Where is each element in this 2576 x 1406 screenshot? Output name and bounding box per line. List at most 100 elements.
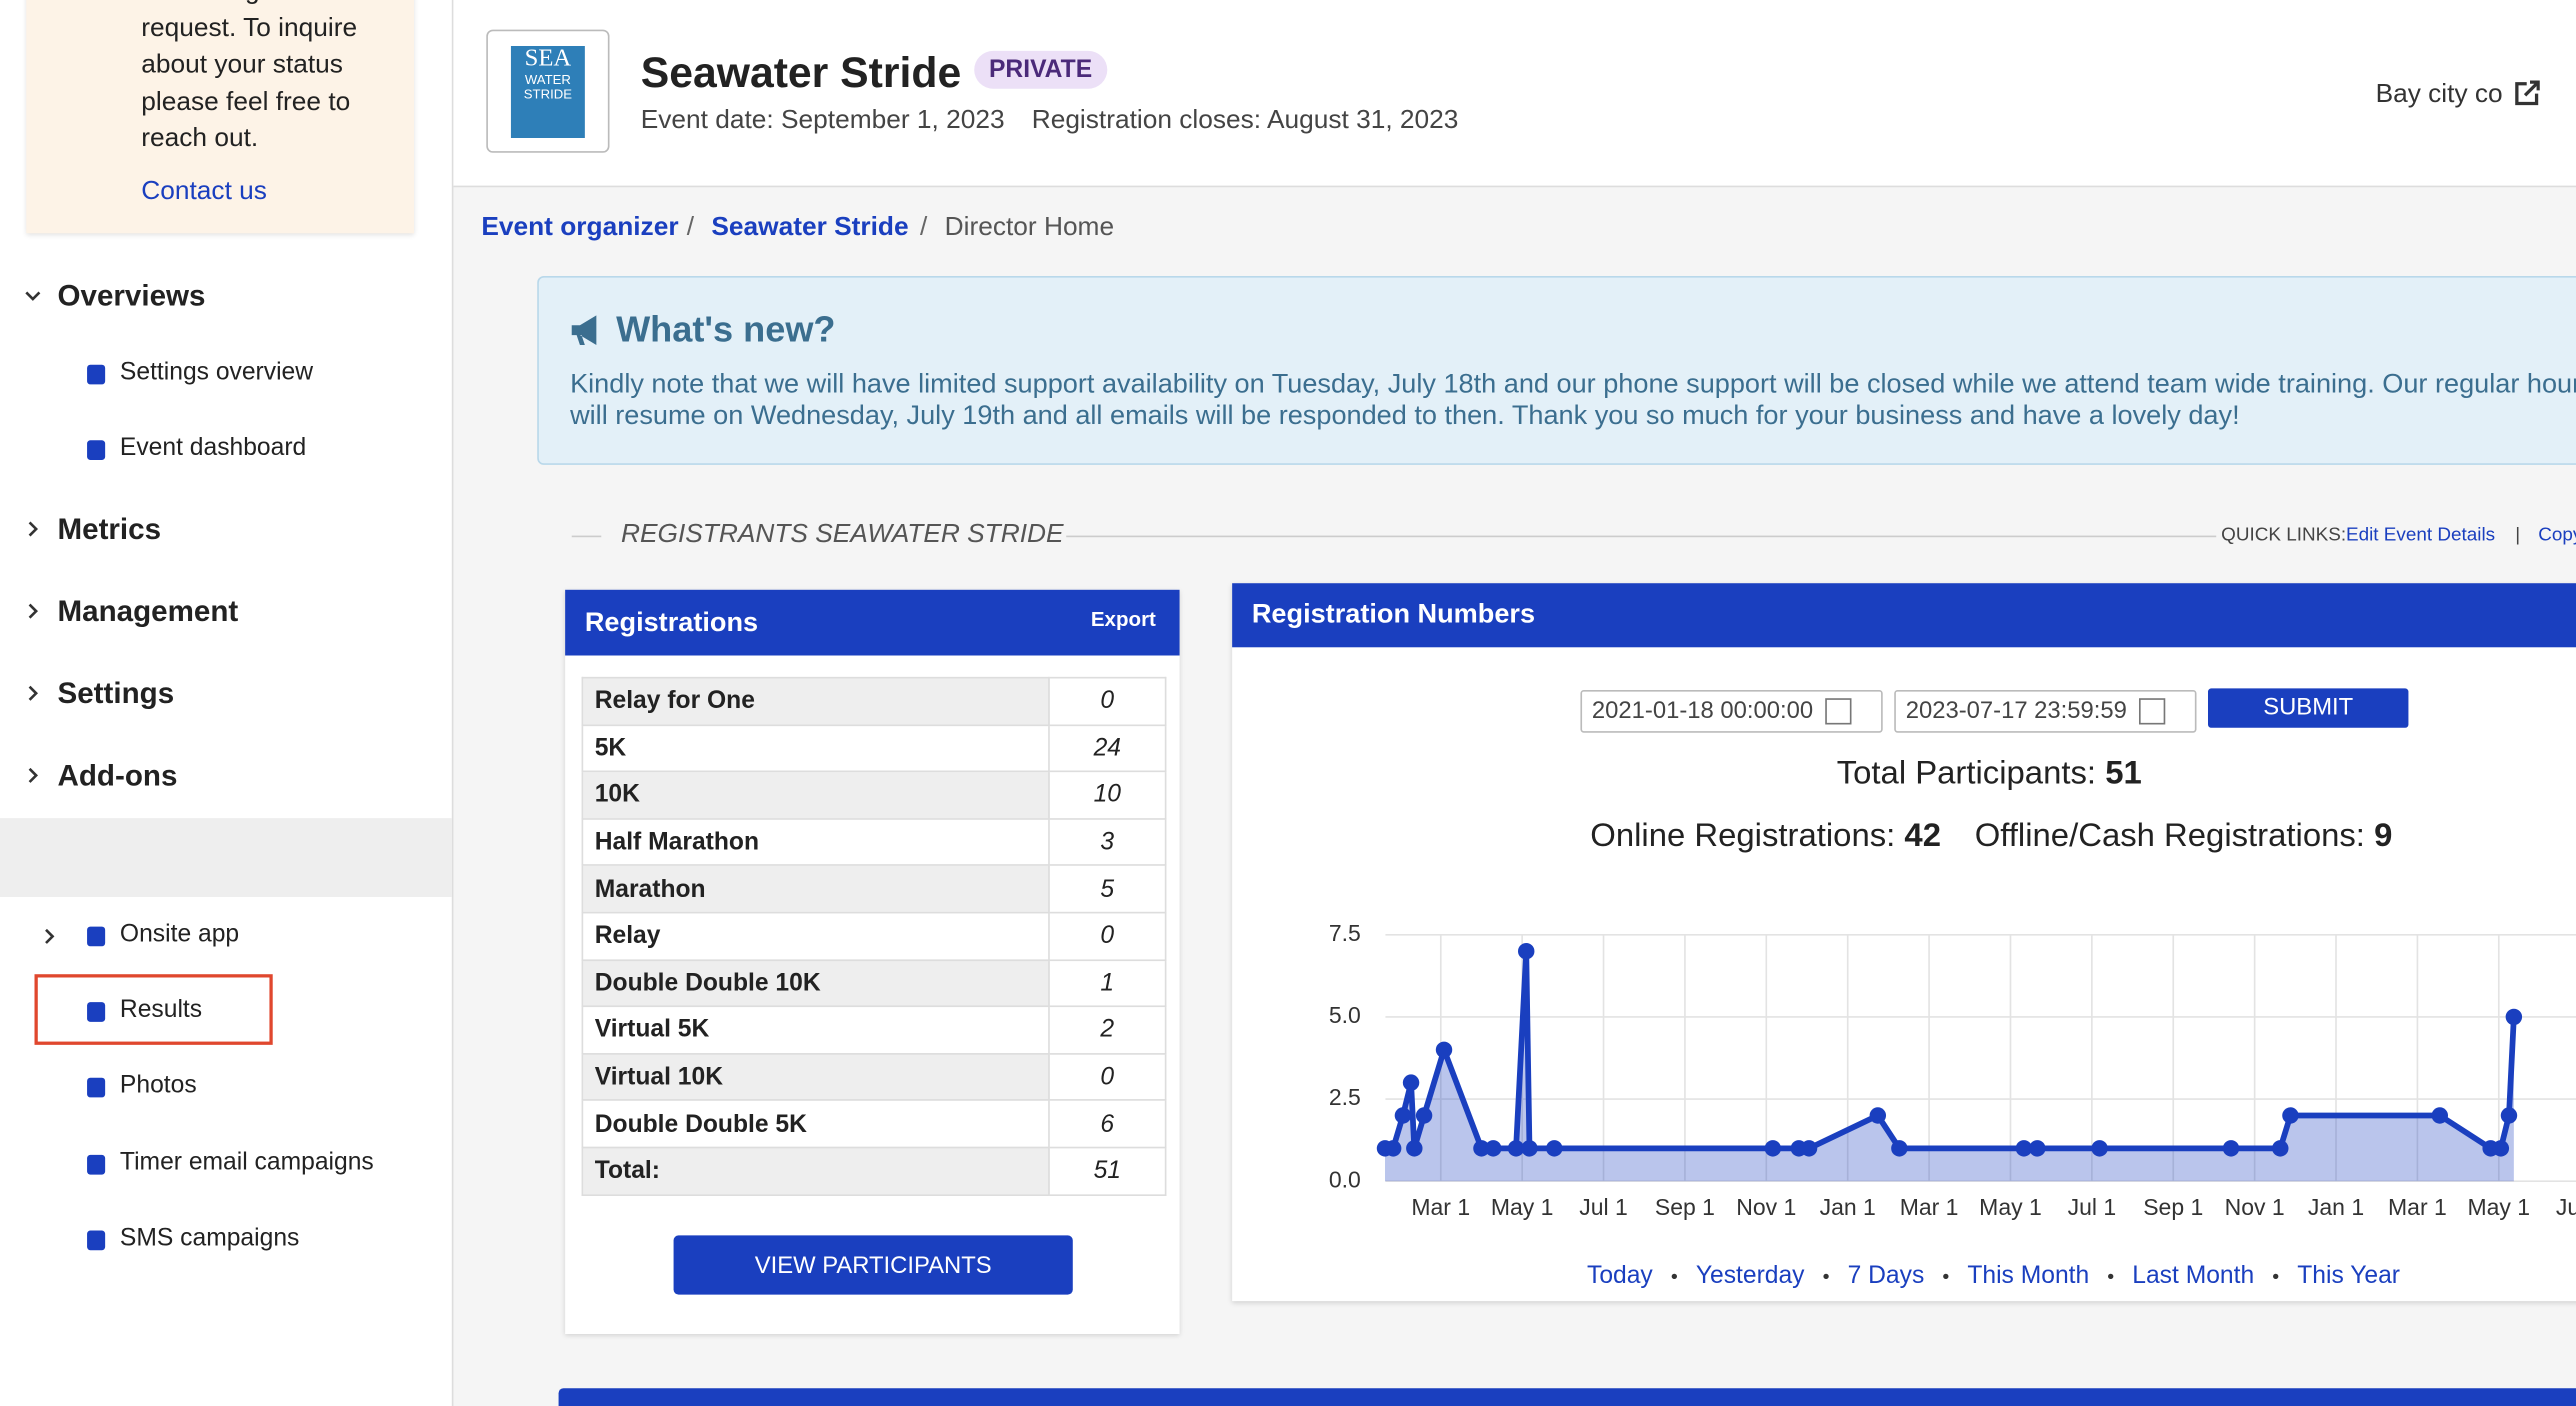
point: [2222, 1140, 2240, 1157]
nav-subitem[interactable]: Settings overview: [119, 358, 314, 387]
rule: [1066, 535, 2217, 538]
label: Offline/Cash Registrations:: [1974, 818, 2365, 855]
end-date: 2023-07-17 23:59:59: [1905, 698, 2127, 725]
nav-section[interactable]: Metrics: [57, 512, 162, 546]
range-link[interactable]: Yesterday: [1695, 1261, 1805, 1290]
point: [1473, 1140, 1490, 1157]
point: [2015, 1140, 2033, 1157]
range-link[interactable]: Today: [1586, 1261, 1653, 1290]
chevron: [28, 603, 39, 619]
badge: PRIVATE: [974, 50, 1107, 89]
point: [2282, 1107, 2299, 1124]
contact-link[interactable]: Contact us: [141, 177, 267, 206]
row-value: 0: [1048, 1052, 1167, 1102]
export-link[interactable]: Export: [1090, 607, 1156, 631]
submit-button[interactable]: SUBMIT: [2207, 688, 2409, 728]
point: [2492, 1140, 2510, 1157]
quick-link[interactable]: Copy: [2538, 525, 2576, 546]
nav-section[interactable]: Management: [57, 594, 239, 628]
registrations-card: Registrations Export Relay for One 0 5K 24 1…: [565, 589, 1180, 1334]
row-label: Relay: [581, 911, 1050, 961]
end-date-input[interactable]: 2023-07-17 23:59:59: [1894, 689, 2197, 733]
card-header: Registrations Export: [565, 589, 1180, 656]
row-value: 10: [1048, 770, 1167, 820]
total-participants: Total Participants: 51: [1837, 756, 2142, 794]
row-label: Virtual 5K: [581, 1005, 1050, 1055]
x-tick-label: Sep 1: [1655, 1194, 1715, 1220]
start-date-input[interactable]: 2021-01-18 00:00:00: [1580, 689, 1883, 733]
registrations-table: Relay for One 0 5K 24 10K 10 Half Marathon 3 Mar…: [581, 676, 1167, 1196]
x-tick-label: Mar 1: [1411, 1194, 1470, 1220]
nav-subitem[interactable]: Results: [119, 995, 203, 1024]
breadcrumb-current: Director Home: [944, 213, 1115, 242]
row-label: 5K: [581, 723, 1050, 773]
y-tick-label: 7.5: [1329, 920, 1361, 946]
breadcrumb-sep: /: [919, 213, 928, 242]
nav-subitem[interactable]: Timer email campaigns: [119, 1148, 374, 1177]
nav-section[interactable]: Add-ons: [57, 758, 178, 792]
point: [2029, 1140, 2046, 1157]
label: Total Participants:: [1836, 755, 2097, 792]
point: [1521, 1140, 1538, 1157]
registration-closes: Registration closes: August 31, 2023: [1031, 106, 1459, 135]
sidebar: Event Organizer's request. To inquire ab…: [0, 0, 454, 1406]
row-label: Double Double 5K: [581, 1099, 1050, 1149]
range-link[interactable]: This Month: [1967, 1261, 2090, 1290]
card-title: Registrations: [584, 607, 759, 638]
range-link[interactable]: This Year: [2297, 1261, 2401, 1290]
separator: •: [2272, 1264, 2280, 1288]
breadcrumb-link[interactable]: Event organizer: [481, 213, 679, 242]
online-registrations: Online Registrations: 42: [1590, 818, 1941, 856]
x-tick-label: Jan 1: [2308, 1194, 2364, 1220]
row-value: 51: [1048, 1146, 1167, 1196]
table-row: Total: 51: [581, 1146, 1167, 1196]
nav-section[interactable]: Settings: [57, 676, 175, 710]
range-links: Today • Yesterday • 7 Days • This Month • Last M…: [1587, 1262, 2400, 1290]
event-title: Seawater Stride: [640, 47, 962, 97]
y-tick-label: 5.0: [1329, 1002, 1361, 1028]
point: [1384, 1140, 1402, 1157]
point: [2091, 1140, 2108, 1157]
nav-subitem[interactable]: Onsite app: [119, 919, 240, 948]
row-value: 0: [1048, 676, 1167, 726]
point: [1800, 1140, 1818, 1157]
table-row: Virtual 5K 2: [581, 1005, 1167, 1055]
card-header: Registration Numbers: [1232, 583, 2576, 648]
point: [2500, 1107, 2518, 1124]
breadcrumb-sep: /: [686, 213, 695, 242]
offline-registrations: Offline/Cash Registrations: 9: [1975, 818, 2393, 856]
x-tick-label: Jan 1: [1820, 1194, 1876, 1220]
nav-subitem[interactable]: Event dashboard: [119, 433, 307, 462]
range-link[interactable]: Last Month: [2132, 1261, 2255, 1290]
nav-icon: [87, 1002, 106, 1022]
nav-subitem[interactable]: SMS campaigns: [119, 1223, 300, 1252]
nav-section[interactable]: Overviews: [57, 279, 206, 313]
row-value: 6: [1048, 1099, 1167, 1149]
x-tick-label: Nov 1: [1736, 1194, 1796, 1220]
point: [1869, 1107, 1887, 1124]
table-row: Double Double 5K 6: [581, 1099, 1167, 1149]
notice-text: Event Organizer's request. To inquire ab…: [141, 0, 358, 153]
view-participants-button[interactable]: VIEW PARTICIPANTS: [673, 1235, 1073, 1295]
table-row: Virtual 10K 0: [581, 1052, 1167, 1102]
separator: •: [2107, 1264, 2115, 1288]
breadcrumb-link[interactable]: Seawater Stride: [711, 213, 909, 242]
logo-line: SEA: [524, 45, 572, 73]
calendar-icon: [1825, 698, 1852, 725]
x-tick-label: May 1: [2468, 1194, 2531, 1220]
table-row: Double Double 10K 1: [581, 958, 1167, 1008]
logo-frame: SEA WATER STRIDE: [486, 29, 610, 153]
table-row: 10K 10: [581, 770, 1167, 820]
row-label: 10K: [581, 770, 1050, 820]
organizer-link[interactable]: Bay city co: [2375, 80, 2503, 109]
nav-subitem[interactable]: Photos: [119, 1071, 197, 1100]
range-link[interactable]: 7 Days: [1847, 1261, 1925, 1290]
quick-link[interactable]: Edit Event Details: [2345, 525, 2496, 546]
x-tick-label: Sep 1: [2143, 1194, 2203, 1220]
separator: •: [1822, 1264, 1830, 1288]
external-icon: [2515, 80, 2540, 106]
megaphone-icon: [571, 315, 597, 345]
notice-box: Event Organizer's request. To inquire ab…: [26, 0, 414, 234]
